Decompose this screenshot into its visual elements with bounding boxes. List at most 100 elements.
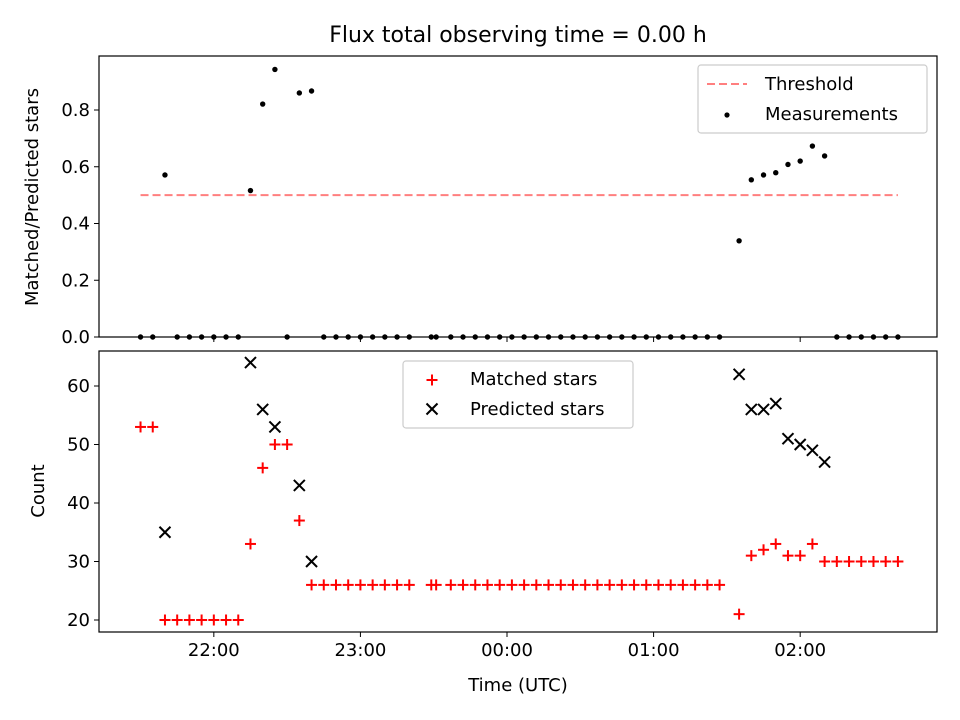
predicted-stars-legend-swatch: [425, 402, 439, 416]
y-tick-0_8: 0.8: [61, 100, 99, 121]
bottom-panel: 20 30 40 50 60 22:00 23:00 00:00 01:00 02:00 Cou…: [28, 350, 938, 696]
matched-star-point: [782, 550, 794, 562]
bottom-legend: Matched stars Predicted stars: [402, 360, 634, 429]
x-tick-label: 01:00: [628, 640, 680, 661]
matched-star-point: [555, 579, 567, 591]
measurements-legend-swatch: [724, 112, 730, 118]
bottom-y-axis-label: Count: [28, 464, 49, 517]
y-tick-40: 40: [67, 493, 99, 514]
bottom-plot-area: [135, 356, 904, 626]
top-title: Flux total observing time = 0.00 h: [329, 23, 707, 48]
matched-star-point: [196, 614, 208, 626]
predicted-star-point: [781, 432, 795, 445]
y-tick-label: 20: [67, 610, 90, 631]
matched-star-point: [530, 579, 542, 591]
y-tick-label: 0.8: [61, 100, 90, 121]
x-tick-0200: 02:00: [774, 632, 826, 661]
matched-star-point: [159, 614, 171, 626]
predicted-star-point: [757, 403, 770, 416]
matched-star-point: [354, 579, 366, 591]
matched-star-point: [257, 462, 269, 474]
matched-star-point: [880, 556, 892, 567]
measurement-point: [821, 153, 828, 159]
matched-star-point: [616, 579, 628, 591]
matched-star-point: [293, 515, 305, 527]
matched-star-point: [640, 579, 652, 591]
matched-star-point: [481, 579, 493, 591]
y-tick-label: 50: [67, 435, 90, 456]
measurement-point: [247, 187, 254, 194]
bottom-x-axis: 22:00 23:00 00:00 01:00 02:00: [188, 632, 826, 661]
top-axes-frame: [98, 55, 938, 338]
x-tick-2300: 23:00: [334, 632, 386, 661]
matched-star-point: [430, 579, 442, 591]
matched-star-point: [689, 579, 701, 591]
matched-star-point: [506, 579, 518, 591]
predicted-star-point: [732, 368, 746, 381]
matched-stars-legend-label: Matched stars: [470, 369, 597, 390]
matched-star-point: [220, 614, 232, 626]
y-tick-20: 20: [67, 610, 99, 631]
y-tick-0_6: 0.6: [61, 157, 99, 178]
matched-star-point: [379, 579, 391, 591]
matched-star-point: [367, 579, 379, 591]
predicted-star-point: [293, 479, 306, 492]
measurement-point: [308, 88, 315, 94]
y-tick-label: 0.2: [61, 270, 90, 291]
y-tick-0_0: 0.0: [61, 327, 99, 348]
top-legend: Threshold Measurements: [697, 64, 928, 134]
top-panel: Flux total observing time = 0.00 h 0.00.…: [22, 23, 938, 348]
predicted-star-point: [769, 397, 782, 410]
measurement-point: [773, 170, 779, 176]
matched-star-point: [819, 556, 831, 567]
measurement-point: [162, 172, 168, 178]
predicted-star-point: [256, 403, 269, 416]
measurement-point: [760, 172, 767, 178]
matched-stars-legend-swatch: [426, 374, 438, 386]
y-tick-50: 50: [67, 435, 99, 456]
matched-star-point: [892, 556, 904, 567]
top-y-axis-label: Matched/Predicted stars: [22, 88, 43, 306]
y-tick-30: 30: [67, 552, 99, 573]
matched-star-point: [445, 579, 457, 591]
predicted-star-point: [268, 420, 282, 434]
predicted-star-point: [818, 455, 831, 469]
matched-star-point: [135, 421, 147, 433]
matched-star-point: [342, 579, 354, 591]
matched-star-point: [831, 556, 843, 567]
top-y-axis: 0.0 0.2 0.4 0.6 0.8: [61, 100, 99, 348]
matched-star-point: [147, 421, 159, 433]
matched-star-point: [171, 614, 183, 626]
y-tick-0_4: 0.4: [61, 214, 99, 235]
y-tick-label: 40: [67, 493, 90, 514]
measurement-point: [797, 158, 803, 164]
matched-star-point: [494, 579, 506, 591]
matched-star-point: [269, 439, 281, 450]
matched-star-point: [403, 579, 415, 591]
matched-star-point: [770, 538, 782, 550]
matched-star-point: [628, 579, 640, 591]
x-tick-2200: 22:00: [188, 632, 240, 661]
matched-star-point: [794, 550, 806, 562]
matched-star-point: [714, 579, 726, 591]
predicted-star-point: [305, 555, 318, 568]
predicted-star-point: [806, 444, 819, 457]
x-tick-label: 23:00: [334, 640, 386, 661]
matched-star-point: [701, 579, 713, 591]
bottom-legend-box: [402, 360, 634, 429]
predicted-star-point: [745, 403, 758, 416]
measurement-point: [785, 161, 791, 168]
x-tick-label: 02:00: [774, 640, 826, 661]
matched-star-point: [604, 579, 616, 591]
matched-star-point: [745, 550, 757, 562]
measurement-point: [748, 177, 755, 183]
predicted-star-point: [244, 356, 257, 369]
matched-star-point: [318, 579, 330, 591]
y-tick-label: 0.6: [61, 157, 90, 178]
threshold-legend-label: Threshold: [764, 74, 854, 95]
y-tick-0_2: 0.2: [61, 270, 99, 291]
matched-star-point: [733, 608, 745, 620]
matched-star-point: [855, 556, 867, 567]
matched-star-point: [579, 579, 591, 591]
